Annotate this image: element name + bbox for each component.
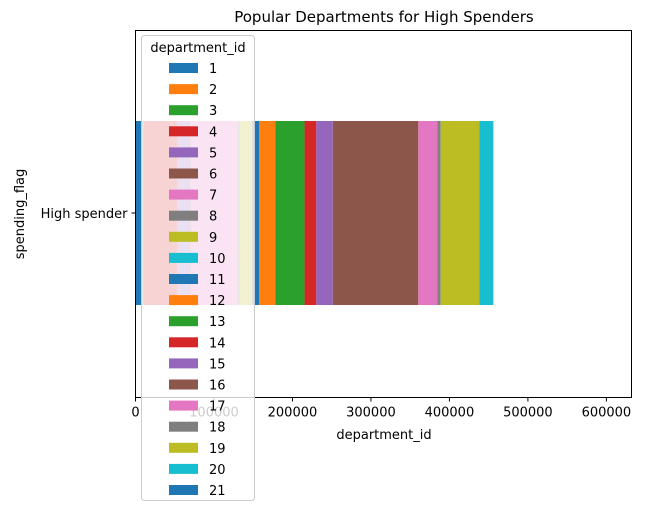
y-axis: High spender — [41, 207, 136, 222]
chart-title: Popular Departments for High Spenders — [234, 8, 534, 26]
x-tick-label: 600000 — [582, 406, 632, 421]
legend-label-4: 4 — [209, 125, 217, 140]
legend-swatch-19 — [169, 442, 198, 453]
legend-label-5: 5 — [209, 146, 217, 161]
x-tick-label: 400000 — [425, 406, 475, 421]
y-tick-label: High spender — [41, 207, 129, 222]
legend-swatch-16 — [169, 379, 198, 390]
legend-label-13: 13 — [209, 315, 226, 330]
legend-title: department_id — [150, 41, 245, 56]
bar-segment-dept-12 — [259, 121, 276, 305]
legend-swatch-11 — [169, 274, 198, 284]
legend-label-11: 11 — [209, 273, 226, 288]
legend-swatch-18 — [169, 421, 198, 432]
legend-swatch-8 — [169, 210, 198, 221]
bar-segment-dept-1 — [135, 121, 143, 305]
legend-label-21: 21 — [209, 484, 226, 499]
legend-swatch-6 — [169, 168, 198, 179]
legend-swatch-5 — [169, 147, 198, 158]
legend-label-7: 7 — [209, 189, 217, 204]
legend-swatch-14 — [169, 337, 198, 348]
bar-segment-dept-15 — [316, 121, 333, 305]
legend-label-6: 6 — [209, 168, 217, 183]
x-tick-label: 200000 — [268, 406, 318, 421]
bar-segment-dept-18 — [437, 121, 441, 305]
legend-swatch-4 — [169, 126, 198, 137]
legend-swatch-21 — [169, 485, 198, 495]
legend-swatch-13 — [169, 316, 198, 327]
x-tick-label: 500000 — [503, 406, 553, 421]
bar-segment-dept-17 — [418, 121, 438, 305]
legend-label-1: 1 — [209, 62, 217, 77]
x-tick-label: 0 — [131, 406, 139, 421]
legend-label-2: 2 — [209, 83, 217, 98]
bar-segment-dept-20 — [479, 121, 493, 305]
legend-label-15: 15 — [209, 357, 226, 372]
legend-swatch-7 — [169, 189, 198, 200]
plot-frame — [135, 30, 632, 398]
x-axis-label: department_id — [336, 428, 431, 443]
legend-swatch-9 — [169, 231, 198, 242]
legend: department_id 12345678910111213141516171… — [141, 35, 255, 501]
legend-swatch-20 — [169, 463, 198, 474]
y-axis-label: spending_flag — [13, 169, 28, 260]
legend-swatch-2 — [169, 84, 198, 95]
bar-segment-dept-16 — [332, 121, 419, 305]
x-tick-label: 300000 — [346, 406, 396, 421]
legend-swatch-3 — [169, 105, 198, 116]
legend-label-19: 19 — [209, 442, 226, 457]
legend-swatch-17 — [169, 400, 198, 411]
legend-label-17: 17 — [209, 400, 226, 415]
legend-label-14: 14 — [209, 336, 226, 351]
legend-label-12: 12 — [209, 294, 226, 309]
legend-label-3: 3 — [209, 104, 217, 119]
legend-label-16: 16 — [209, 379, 226, 394]
legend-label-9: 9 — [209, 231, 217, 246]
legend-swatch-12 — [169, 295, 198, 306]
bar-segment-dept-13 — [275, 121, 305, 305]
bar-segment-dept-11 — [251, 121, 260, 305]
legend-label-8: 8 — [209, 210, 217, 225]
legend-swatch-15 — [169, 358, 198, 369]
legend-label-20: 20 — [209, 463, 226, 478]
legend-label-10: 10 — [209, 252, 226, 267]
bar-segment-dept-14 — [304, 121, 317, 305]
bar-segment-dept-19 — [440, 121, 480, 305]
legend-label-18: 18 — [209, 421, 226, 436]
legend-swatch-1 — [169, 63, 198, 73]
legend-swatch-10 — [169, 252, 198, 263]
